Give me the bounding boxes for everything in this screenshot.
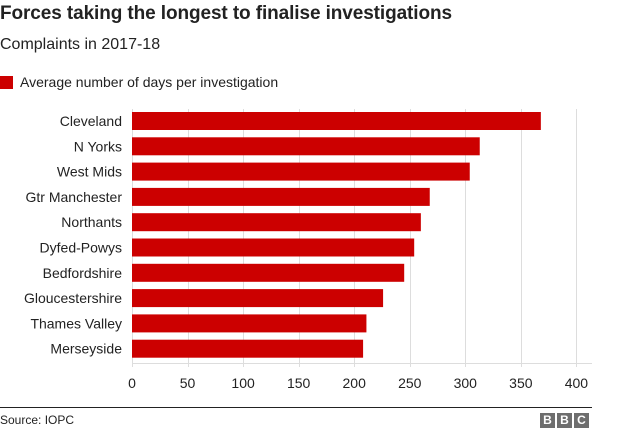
x-tick-label: 100	[231, 375, 255, 391]
x-tick-label: 150	[287, 375, 311, 391]
category-label: Bedfordshire	[43, 265, 123, 281]
category-label: Thames Valley	[30, 315, 122, 331]
bar	[132, 137, 480, 156]
chart-title: Forces taking the longest to finalise in…	[0, 3, 452, 24]
bar	[132, 162, 470, 181]
x-tick-label: 400	[565, 375, 589, 391]
category-label: Northants	[61, 214, 122, 230]
category-label: Merseyside	[50, 341, 122, 357]
category-label: West Mids	[57, 164, 122, 180]
category-label: N Yorks	[74, 138, 122, 154]
bar	[132, 339, 364, 358]
x-tick-label: 0	[128, 375, 136, 391]
x-tick-label: 350	[509, 375, 533, 391]
legend-swatch	[0, 75, 13, 89]
bbc-logo-letter: B	[557, 413, 572, 428]
category-label: Gloucestershire	[24, 290, 122, 306]
footer-divider	[0, 407, 592, 408]
category-labels: Cleveland N Yorks West Mids Gtr Manchester N…	[24, 113, 122, 357]
bar	[132, 187, 430, 206]
source-note: Source: IOPC	[0, 413, 75, 427]
bar	[132, 314, 367, 333]
bar	[132, 263, 405, 282]
category-label: Cleveland	[60, 113, 122, 129]
legend: Average number of days per investigation	[0, 73, 278, 91]
bar	[132, 213, 421, 232]
bar	[132, 289, 384, 308]
bbc-logo-letter: C	[574, 413, 589, 428]
bar	[132, 238, 415, 257]
x-tick-label: 200	[343, 375, 367, 391]
category-label: Dyfed-Powys	[40, 240, 122, 256]
x-tick-label: 50	[180, 375, 196, 391]
chart-subtitle: Complaints in 2017-18	[0, 36, 161, 53]
legend-label: Average number of days per investigation	[20, 74, 279, 90]
bar	[132, 112, 541, 130]
category-label: Gtr Manchester	[26, 189, 123, 205]
bbc-logo-letter: B	[540, 413, 555, 428]
bars	[132, 112, 541, 358]
x-axis: 0 50 100 150 200 250 300 350 400	[128, 363, 592, 391]
x-tick-label: 300	[454, 375, 478, 391]
x-tick-label: 250	[398, 375, 422, 391]
bbc-logo: B B C	[540, 413, 589, 428]
